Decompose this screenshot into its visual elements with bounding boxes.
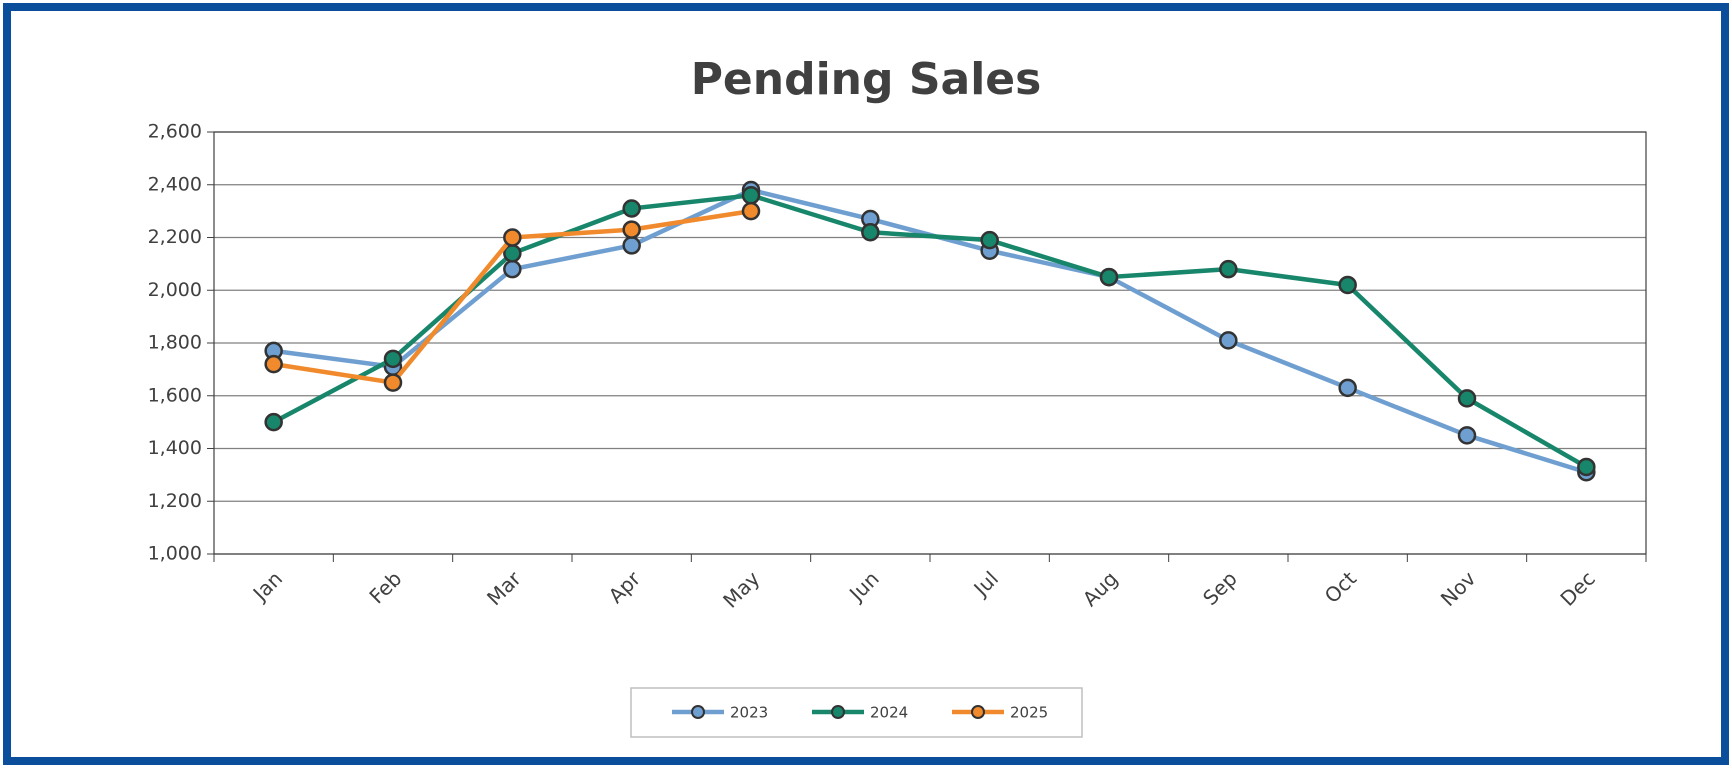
data-point [1219, 259, 1238, 279]
y-tick-label: 1,200 [148, 490, 202, 512]
data-point [1219, 331, 1238, 350]
data-point [1457, 389, 1477, 408]
frame [3, 3, 1729, 765]
legend-marker [691, 705, 705, 719]
y-tick-label: 2,200 [148, 226, 202, 248]
data-point [622, 199, 641, 218]
data-point [264, 412, 283, 432]
data-point [1577, 457, 1596, 477]
data-point [1338, 378, 1357, 398]
y-tick-label: 1,400 [148, 437, 202, 459]
data-point [622, 220, 641, 239]
y-tick-label: 1,600 [148, 384, 202, 406]
y-tick-label: 2,400 [148, 173, 202, 195]
series-line [272, 193, 1588, 469]
data-point [741, 186, 761, 205]
data-point [980, 230, 999, 250]
y-tick-label: 1,000 [148, 543, 202, 565]
data-point [1457, 426, 1477, 445]
data-point [383, 349, 403, 369]
data-point [1338, 275, 1357, 295]
legend-marker [831, 705, 845, 719]
data-point [383, 373, 403, 392]
y-tick-label: 1,800 [148, 332, 202, 354]
data-point [741, 201, 761, 221]
data-point [264, 354, 283, 374]
legend-marker [971, 705, 985, 719]
legend-label: 2023 [730, 704, 768, 722]
data-point [1099, 267, 1119, 287]
legend-label: 2025 [1010, 704, 1048, 722]
chart-title: Pending Sales [691, 54, 1042, 105]
data-point [503, 228, 522, 247]
y-tick-label: 2,000 [148, 279, 202, 301]
legend-label: 2024 [870, 704, 908, 722]
data-point [622, 236, 641, 255]
data-point [503, 259, 522, 279]
data-point [861, 222, 880, 242]
y-tick-label: 2,600 [148, 121, 202, 143]
